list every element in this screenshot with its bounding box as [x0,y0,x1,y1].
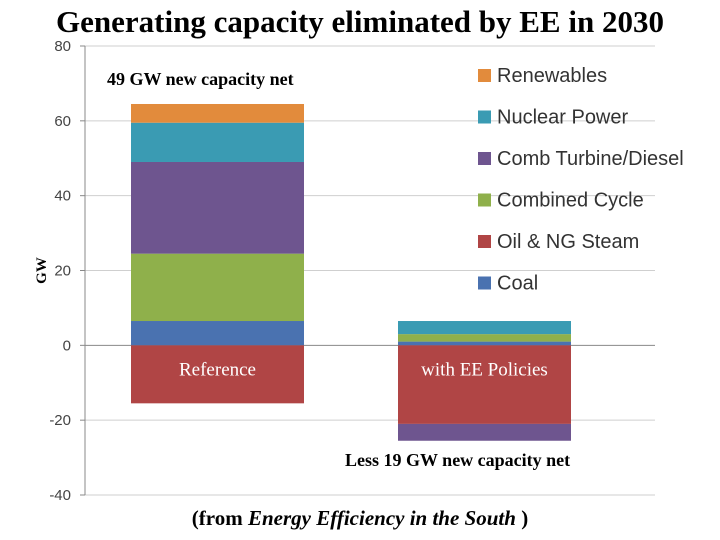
legend-label: Combined Cycle [497,190,644,212]
bar-segment-nuclear-power [398,321,571,335]
bar-segment-renewables [131,103,304,123]
bar-segment-nuclear-power [131,122,304,162]
y-tick-label: 80 [54,38,71,55]
bar-segment-coal [398,341,571,346]
caption-prefix: (from [191,506,248,530]
source-caption: (from Energy Efficiency in the South ) [0,506,720,531]
legend-label: Coal [497,273,538,295]
y-tick-label: 20 [54,263,71,280]
annotations: 49 GW new capacity net Less 19 GW new cap… [107,69,570,470]
caption-suffix: ) [515,506,529,530]
legend-swatch [478,152,491,165]
annotation-reference-net: 49 GW new capacity net [107,69,294,89]
legend-swatch [478,110,491,124]
category-label: Reference [179,359,256,380]
bar-segment-oil-ng-steam [131,345,304,404]
category-label: with EE Policies [421,359,548,380]
bar-segment-comb-turbine-diesel [131,161,304,254]
bar-segment-combined-cycle [131,253,304,322]
y-tick-label: -20 [49,412,71,429]
bar-segment-coal [131,321,304,346]
legend-swatch [478,193,491,207]
bar-segment-comb-turbine-diesel [398,423,571,441]
legend-label: Oil & NG Steam [497,231,639,253]
y-tick-label: 0 [63,337,71,354]
bar-segment-combined-cycle [398,334,571,342]
y-axis-ticks: -40 -20 0 20 40 60 80 [49,38,85,504]
y-tick-label: 40 [54,188,71,205]
y-tick-label: -40 [49,487,71,504]
legend-label: Renewables [497,65,607,87]
y-axis-label: GW [34,257,50,284]
bar-segment-oil-ng-steam [398,345,571,424]
bars [131,103,571,441]
annotation-ee-net: Less 19 GW new capacity net [345,450,570,470]
legend-label: Nuclear Power [497,107,629,129]
legend-swatch [478,235,491,248]
legend-swatch [478,276,491,290]
legend-swatch [478,69,491,82]
legend: Renewables Nuclear Power Comb Turbine/Dies… [478,65,684,295]
legend-label: Comb Turbine/Diesel [497,148,684,170]
bar-category-labels: Reference with EE Policies [179,359,548,380]
caption-emphasis: Energy Efficiency in the South [247,506,516,530]
chart-title: Generating capacity eliminated by EE in … [56,4,664,39]
y-tick-label: 60 [54,113,71,130]
